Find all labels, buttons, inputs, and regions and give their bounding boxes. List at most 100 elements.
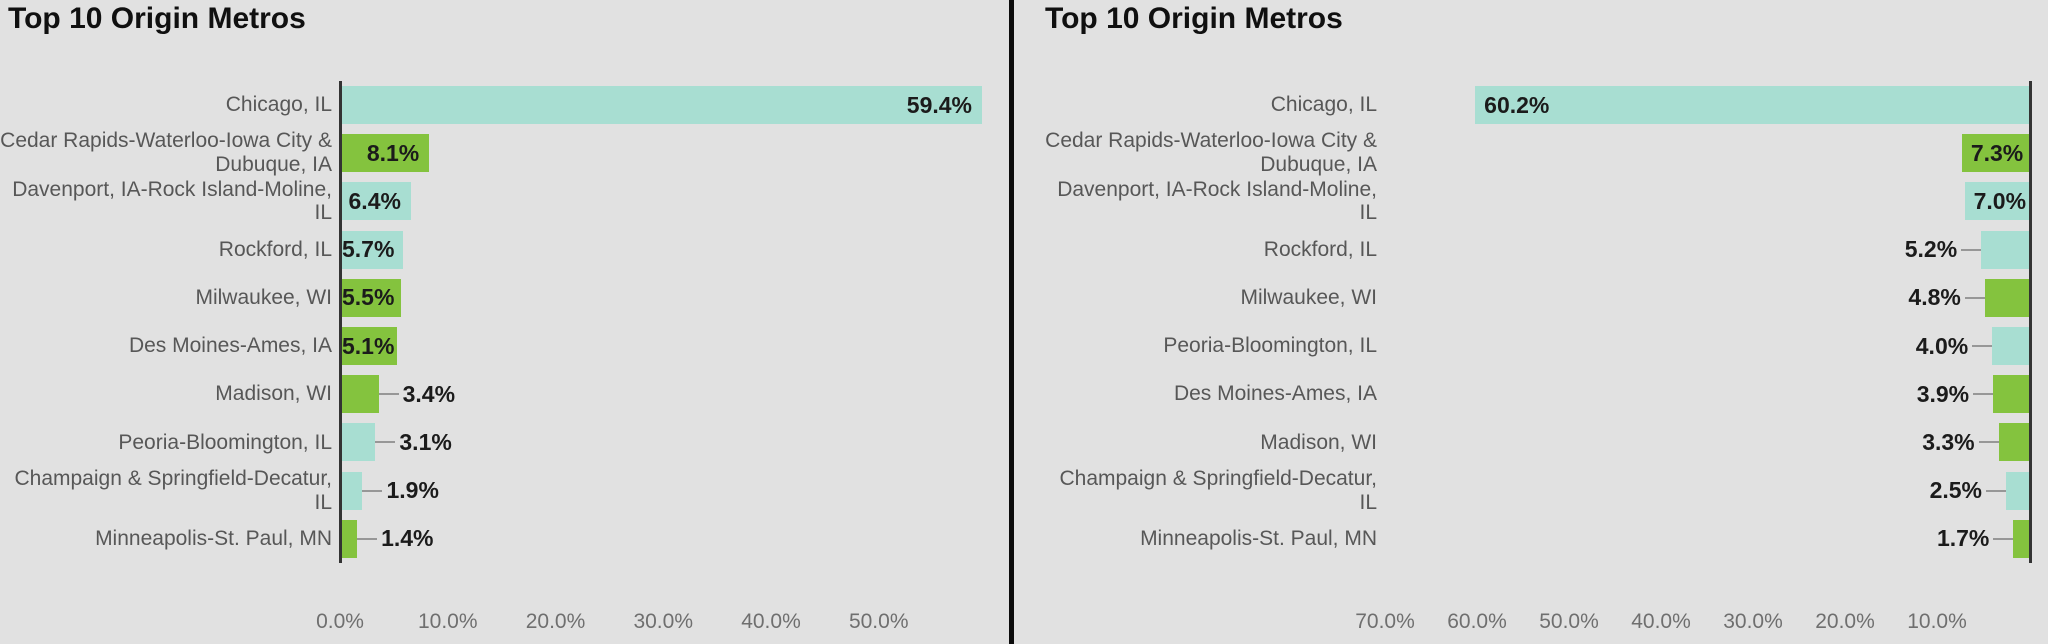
x-axis-tick-label: 50.0%: [848, 610, 909, 633]
category-label-text: Rockford, IL: [1263, 237, 1377, 261]
bar-row: Rockford, IL 5.2%: [1014, 226, 2048, 274]
x-axis-tick-label: 10.0%: [1907, 610, 1967, 633]
bar-row: Madison, WI 3.3%: [1014, 418, 2048, 466]
bar-madison-wi: [342, 375, 379, 414]
bar-chicago-il: 60.2%: [1475, 86, 2029, 125]
bar-des-moines-ames-ia: [1993, 375, 2029, 414]
leader-line: [1964, 296, 1985, 299]
bar-minneapolis-st-paul-mn: [2013, 519, 2029, 558]
bar-row: Minneapolis-St. Paul, MN 1.7%: [1014, 515, 2048, 563]
value-label: 1.4%: [381, 525, 434, 552]
category-label: Peoria-Bloomington, IL: [1037, 322, 1377, 370]
bar-milwaukee-wi: 5.5%: [342, 278, 402, 317]
category-label: Rockford, IL: [1037, 226, 1377, 274]
category-label-text: Champaign & Springfield-Decatur, IL: [1059, 466, 1377, 514]
leader-line: [375, 441, 396, 444]
category-axis-line: [2029, 81, 2032, 563]
category-label-text: Milwaukee, WI: [195, 285, 332, 309]
category-label-text: Davenport, IA-Rock Island-Moline, IL: [12, 177, 332, 225]
panel-divider: [1009, 0, 1014, 644]
category-label-text: Champaign & Springfield-Decatur, IL: [14, 466, 332, 514]
value-label: 3.4%: [402, 380, 456, 407]
leader-line: [357, 537, 378, 540]
category-label: Rockford, IL: [0, 226, 332, 274]
category-label: Chicago, IL: [0, 81, 332, 129]
value-label: 60.2%: [1484, 91, 1550, 118]
bar-row: Minneapolis-St. Paul, MN 1.4%: [0, 515, 1009, 563]
category-label-text: Peoria-Bloomington, IL: [1163, 334, 1377, 358]
bar-row: Cedar Rapids-Waterloo-Iowa City & Dubuqu…: [0, 129, 1009, 177]
value-label: 5.5%: [342, 284, 395, 311]
bar-row: Davenport, IA-Rock Island-Moline, IL 6.4%: [0, 177, 1009, 225]
bar-row: Chicago, IL 60.2%: [1014, 81, 2048, 129]
bar-row: Des Moines-Ames, IA 3.9%: [1014, 370, 2048, 418]
bar-peoria-bloomington-il: [342, 423, 376, 462]
leader-line: [378, 393, 399, 396]
value-label: 5.7%: [342, 236, 395, 263]
value-label: 7.3%: [1970, 139, 2024, 166]
category-label-text: Des Moines-Ames, IA: [128, 334, 332, 358]
leader-line: [1986, 489, 2006, 492]
value-label: 8.1%: [366, 139, 420, 166]
bar-chart-left: Chicago, IL 59.4% Cedar Rapids-Waterloo-Io…: [0, 0, 1009, 644]
value-label: 1.7%: [1936, 525, 1990, 552]
origin-metros-chart-panel-right: Top 10 Origin Metros Chicago, IL 60.2% Ced…: [1014, 0, 2048, 644]
category-label: Madison, WI: [0, 370, 332, 418]
category-label-text: Davenport, IA-Rock Island-Moline, IL: [1057, 177, 1377, 225]
category-label-text: Chicago, IL: [225, 93, 332, 117]
category-label-text: Minneapolis-St. Paul, MN: [1140, 526, 1377, 550]
leader-line: [362, 489, 383, 492]
category-label: Des Moines-Ames, IA: [1037, 370, 1377, 418]
bar-row: Chicago, IL 59.4%: [0, 81, 1009, 129]
bar-minneapolis-st-paul-mn: [342, 519, 358, 558]
value-label: 7.0%: [1973, 187, 2027, 214]
leader-line: [1972, 345, 1993, 348]
category-axis-line: [339, 81, 342, 563]
x-axis-tick-label: 30.0%: [633, 610, 693, 633]
leader-line: [1961, 248, 1982, 251]
bar-cedar-rapids-waterloo-iowa-city-dubuque-ia: 8.1%: [342, 134, 430, 173]
category-label: Champaign & Springfield-Decatur, IL: [0, 467, 332, 515]
x-axis-tick-label: 70.0%: [1355, 610, 1415, 633]
bar-row: Des Moines-Ames, IA 5.1%: [0, 322, 1009, 370]
x-axis-tick-label: 10.0%: [417, 610, 478, 633]
bar-des-moines-ames-ia: 5.1%: [342, 327, 397, 366]
value-label: 2.5%: [1929, 477, 1982, 504]
category-label: Minneapolis-St. Paul, MN: [0, 515, 332, 563]
value-label: 6.4%: [348, 187, 401, 214]
category-label: Minneapolis-St. Paul, MN: [1037, 515, 1377, 563]
value-label: 4.0%: [1915, 332, 1969, 359]
category-label: Milwaukee, WI: [1037, 274, 1377, 322]
category-label: Cedar Rapids-Waterloo-Iowa City & Dubuqu…: [1037, 129, 1377, 177]
bar-row: Peoria-Bloomington, IL 4.0%: [1014, 322, 2048, 370]
bar-row: Davenport, IA-Rock Island-Moline, IL 7.0%: [1014, 177, 2048, 225]
leader-line: [1993, 537, 2014, 540]
x-axis-tick-label: 0.0%: [316, 610, 364, 633]
category-label: Peoria-Bloomington, IL: [0, 418, 332, 466]
bar-chicago-il: 59.4%: [342, 86, 982, 125]
bar-madison-wi: [1998, 423, 2029, 462]
origin-metros-chart-panel-left: Top 10 Origin Metros Chicago, IL 59.4% Ced…: [0, 0, 1009, 644]
bar-row: Milwaukee, WI 5.5%: [0, 274, 1009, 322]
category-label-text: Rockford, IL: [218, 237, 332, 261]
x-axis-tick-label: 20.0%: [1815, 610, 1875, 633]
bar-row: Champaign & Springfield-Decatur, IL 2.5%: [1014, 467, 2048, 515]
category-label-text: Chicago, IL: [1270, 93, 1377, 117]
bar-row: Rockford, IL 5.7%: [0, 226, 1009, 274]
bar-row: Peoria-Bloomington, IL 3.1%: [0, 418, 1009, 466]
value-label: 5.1%: [342, 332, 395, 359]
value-label: 59.4%: [906, 91, 972, 118]
bar-row: Cedar Rapids-Waterloo-Iowa City & Dubuqu…: [1014, 129, 2048, 177]
x-axis-tick-label: 20.0%: [525, 610, 586, 633]
category-label-text: Madison, WI: [1260, 430, 1377, 454]
bar-row: Champaign & Springfield-Decatur, IL 1.9%: [0, 467, 1009, 515]
bar-davenport-ia-rock-island-moline-il: 6.4%: [342, 182, 411, 221]
bar-chart-right: Chicago, IL 60.2% Cedar Rapids-Waterloo-Io…: [1014, 0, 2048, 644]
bar-cedar-rapids-waterloo-iowa-city-dubuque-ia: 7.3%: [1961, 134, 2029, 173]
leader-line: [1978, 441, 1999, 444]
category-label: Davenport, IA-Rock Island-Moline, IL: [0, 177, 332, 225]
category-label: Des Moines-Ames, IA: [0, 322, 332, 370]
chart-title: Top 10 Origin Metros: [1045, 2, 1343, 35]
bar-davenport-ia-rock-island-moline-il: 7.0%: [1964, 182, 2029, 221]
value-label: 3.3%: [1922, 428, 1975, 455]
